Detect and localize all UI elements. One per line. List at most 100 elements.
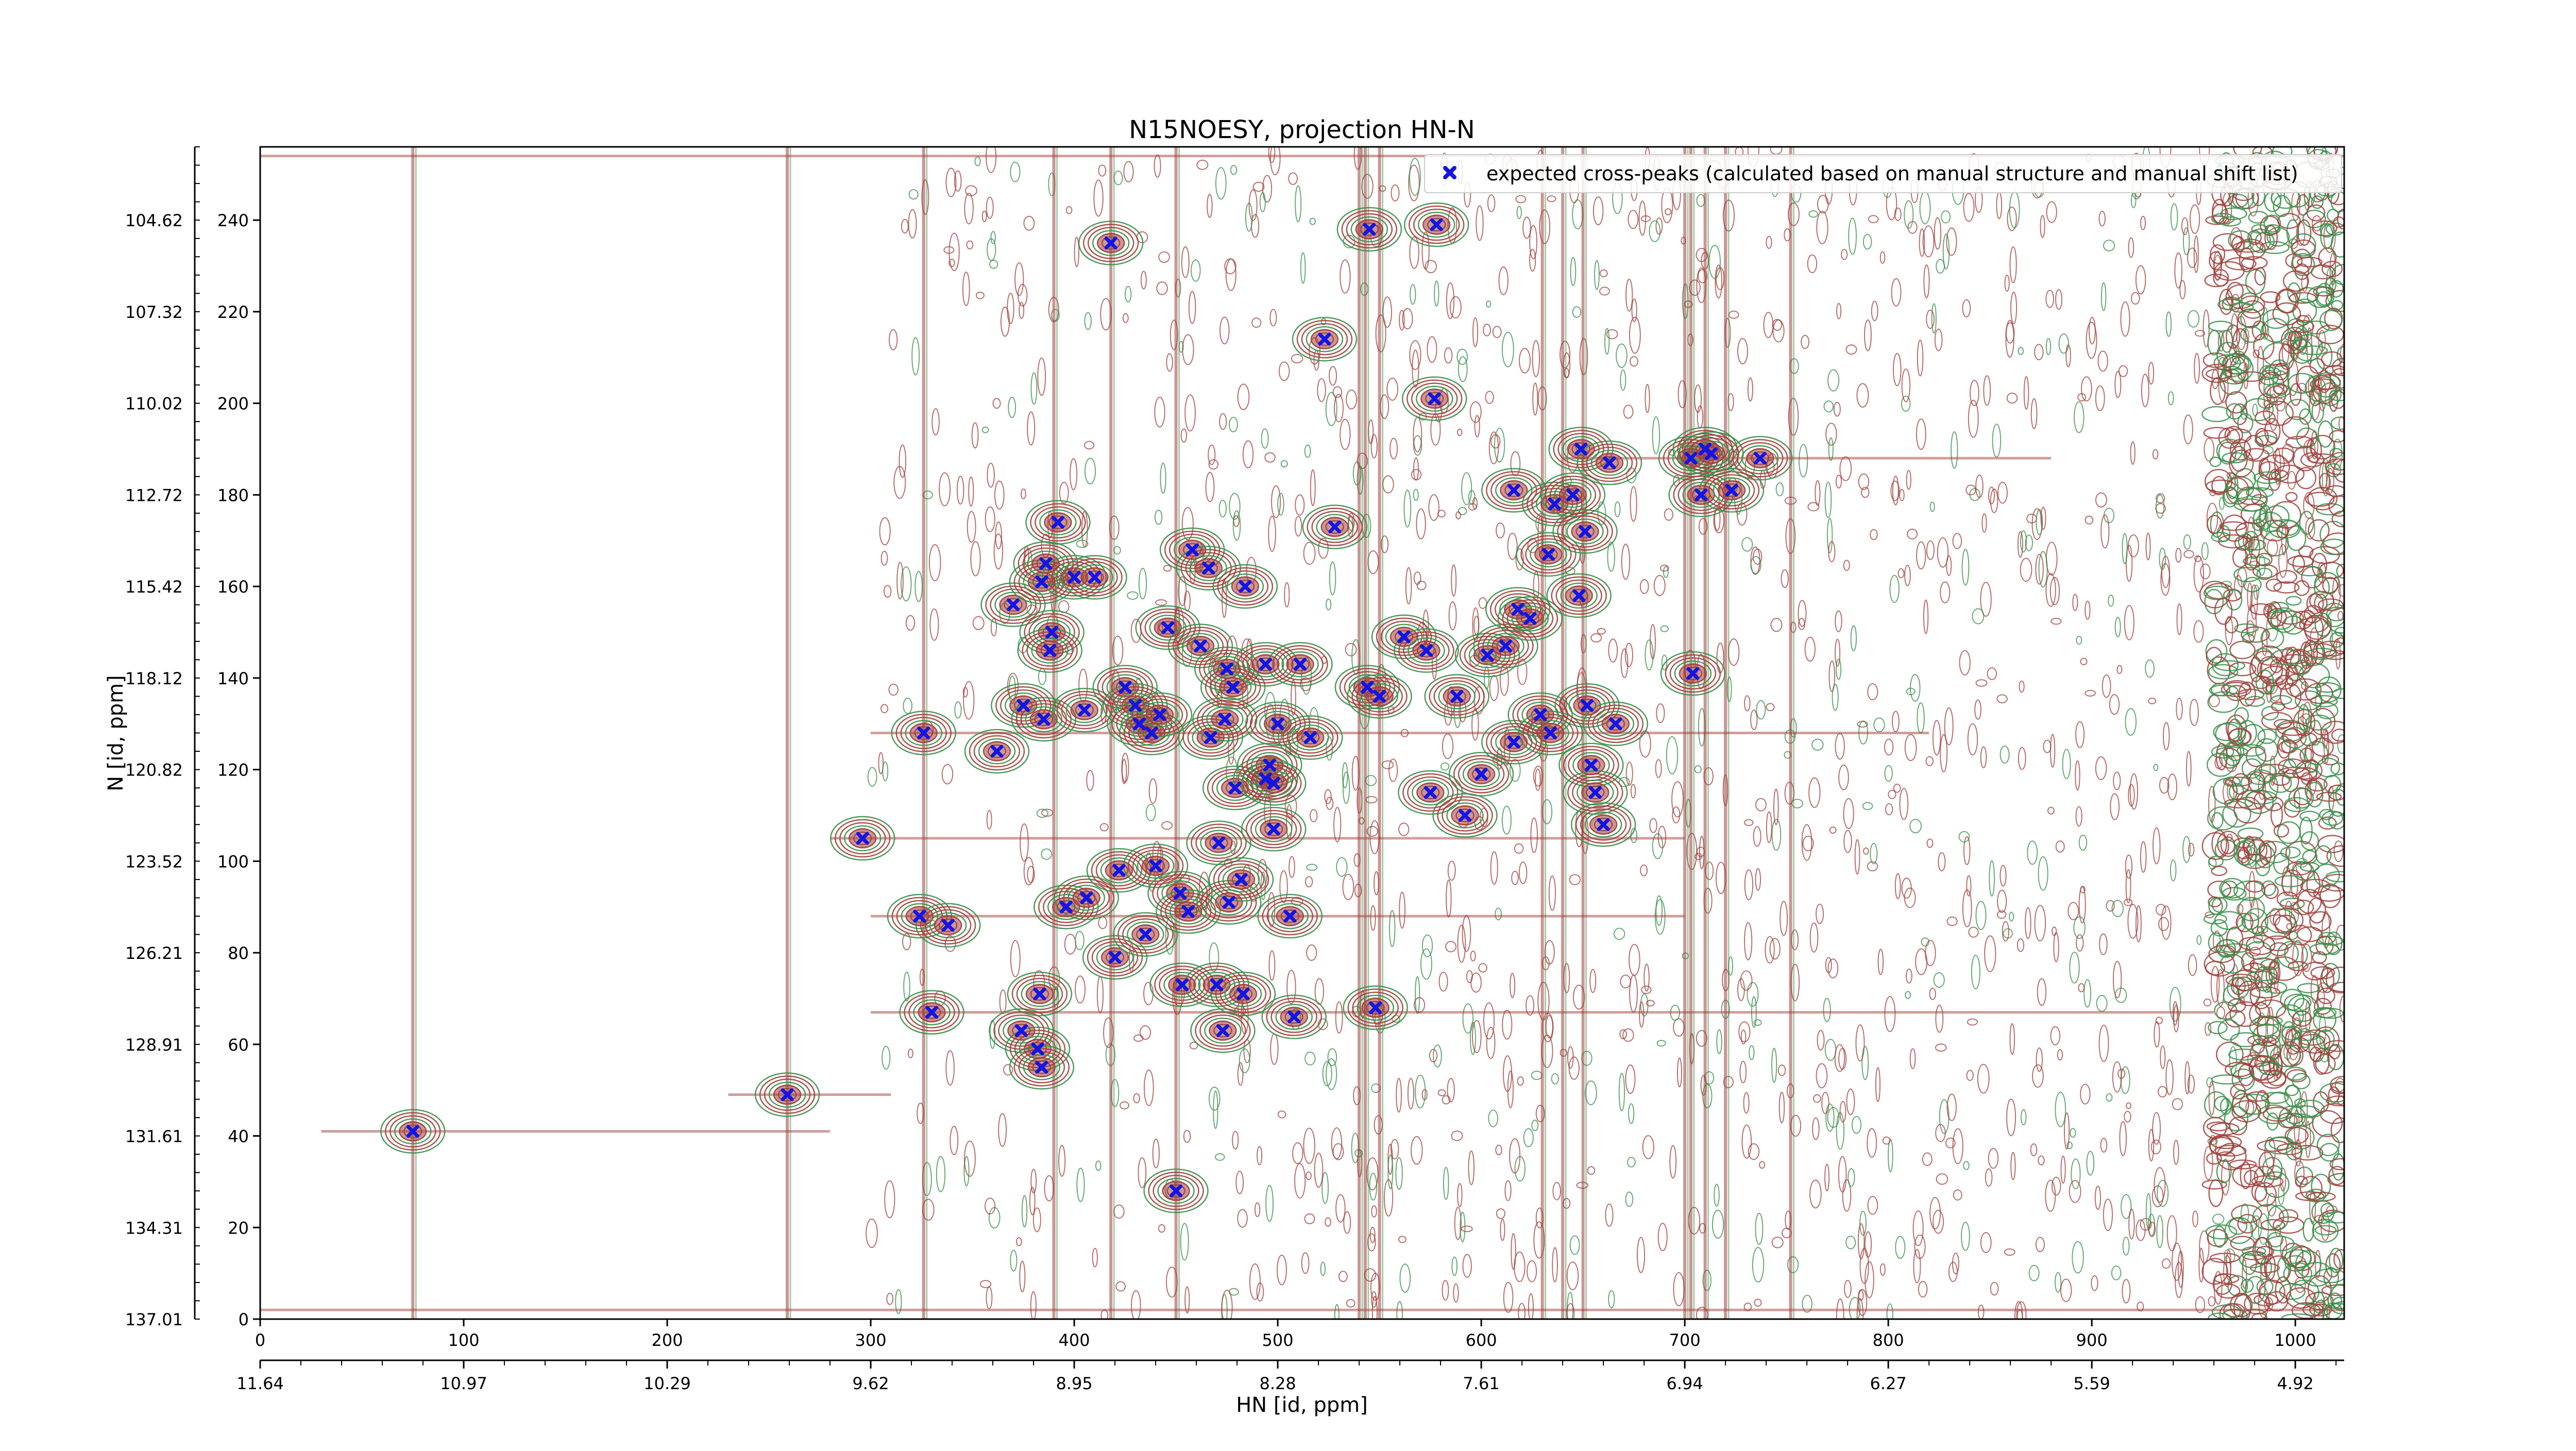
- contour-noise: [1661, 654, 1668, 671]
- peak-contour: [1200, 830, 1238, 856]
- contour-noise: [1836, 302, 1842, 319]
- contour-noise: [2233, 797, 2262, 824]
- contour-noise: [2289, 292, 2317, 304]
- contour-noise: [1594, 260, 1600, 290]
- contour-noise: [1474, 415, 1480, 437]
- contour-noise: [2055, 289, 2063, 310]
- contour-noise: [2330, 231, 2344, 258]
- contour-noise: [1527, 1260, 1537, 1283]
- contour-noise: [1660, 625, 1669, 632]
- contour-noise: [2189, 204, 2200, 234]
- contour-noise: [929, 608, 939, 641]
- contour-noise: [2073, 916, 2086, 939]
- contour-noise: [2160, 1045, 2166, 1069]
- contour-noise: [2184, 1061, 2190, 1095]
- contour-noise: [2261, 1092, 2289, 1104]
- contour-noise: [1817, 195, 1829, 214]
- contour-noise: [1471, 708, 1479, 741]
- contour-noise: [2321, 351, 2343, 367]
- contour-noise: [2334, 1077, 2344, 1092]
- legend-marker: [1443, 166, 1456, 179]
- contour-noise: [1780, 901, 1788, 936]
- contour-noise: [1639, 1001, 1645, 1028]
- cross-peak-marker: [1145, 727, 1158, 739]
- peak-contour: [1554, 482, 1592, 508]
- contour-noise: [1946, 555, 1952, 577]
- contour-noise: [2215, 721, 2246, 747]
- contour-noise: [1861, 1045, 1869, 1081]
- contour-noise: [1836, 659, 1842, 680]
- contour-noise: [2235, 913, 2254, 933]
- contour-noise: [2244, 553, 2258, 571]
- contour-noise: [2297, 257, 2323, 267]
- contour-noise: [2234, 623, 2259, 634]
- contour-noise: [2187, 310, 2200, 328]
- contour-noise: [1075, 931, 1084, 951]
- peak-contour: [1560, 582, 1598, 609]
- contour-noise: [1492, 326, 1502, 339]
- peak-contour: [1417, 211, 1455, 238]
- contour-noise: [1798, 600, 1807, 627]
- contour-noise: [1183, 1129, 1191, 1143]
- contour-noise: [941, 764, 954, 785]
- contour-noise: [1816, 211, 1828, 244]
- contour-noise: [2109, 694, 2120, 715]
- contour-noise: [1833, 401, 1841, 417]
- contour-noise: [2006, 392, 2018, 404]
- peak-contour: [1087, 227, 1134, 259]
- contour-noise: [1252, 181, 1265, 192]
- peak-contour: [1210, 889, 1248, 916]
- contour-noise: [2238, 897, 2265, 922]
- x-tick-label-index: 500: [1262, 1330, 1294, 1350]
- contour-noise: [1332, 386, 1343, 398]
- contour-noise: [2004, 1248, 2015, 1256]
- contour-noise: [1007, 293, 1014, 325]
- contour-noise: [2290, 331, 2302, 349]
- contour-noise: [2273, 195, 2291, 217]
- contour-noise: [1032, 1207, 1041, 1233]
- contour-noise: [1016, 1237, 1022, 1246]
- contour-noise: [2049, 577, 2060, 605]
- contour-noise: [2301, 1261, 2333, 1287]
- cross-peak-marker: [1210, 978, 1224, 991]
- peak-contour: [1548, 427, 1614, 471]
- contour-noise: [1850, 625, 1857, 651]
- contour-noise: [2232, 1163, 2264, 1188]
- contour-noise: [1329, 561, 1336, 596]
- cross-peak-marker: [1283, 909, 1297, 923]
- peak-contour: [1131, 695, 1188, 734]
- contour-noise: [2216, 1284, 2241, 1299]
- contour-noise: [2241, 626, 2270, 643]
- contour-noise: [1371, 1295, 1378, 1319]
- contour-noise: [2075, 760, 2080, 791]
- contour-noise: [1496, 522, 1505, 539]
- x-tick-label-ppm: 4.92: [2277, 1374, 2314, 1393]
- peak-contour: [1195, 826, 1242, 859]
- contour-noise: [2192, 1210, 2198, 1227]
- cross-peak-marker: [1173, 887, 1187, 900]
- contour-noise: [2194, 330, 2206, 337]
- contour-noise: [1442, 1095, 1451, 1105]
- peak-contour: [1287, 721, 1334, 754]
- contour-noise: [2020, 1109, 2027, 1126]
- x-tick-label-ppm: 6.27: [1870, 1374, 1907, 1393]
- contour-noise: [1237, 1209, 1248, 1228]
- cross-peak-marker: [1088, 570, 1101, 584]
- contour-noise: [2199, 1230, 2210, 1263]
- contour-noise: [1812, 1117, 1820, 1140]
- contour-noise: [1140, 271, 1147, 290]
- contour-noise: [1437, 1089, 1446, 1096]
- contour-noise: [1935, 1043, 1947, 1052]
- peak-contour: [1347, 674, 1412, 719]
- contour-noise: [2262, 309, 2290, 329]
- peak-contour: [1361, 683, 1398, 710]
- contour-noise: [1698, 518, 1708, 535]
- contour-noise: [1816, 1063, 1828, 1089]
- contour-noise: [2136, 1219, 2146, 1241]
- contour-noise: [2251, 320, 2266, 341]
- contour-noise: [954, 170, 962, 192]
- contour-noise: [2235, 976, 2252, 992]
- contour-noise: [1568, 1056, 1580, 1080]
- contour-noise: [1251, 317, 1262, 328]
- contour-noise: [2080, 886, 2086, 894]
